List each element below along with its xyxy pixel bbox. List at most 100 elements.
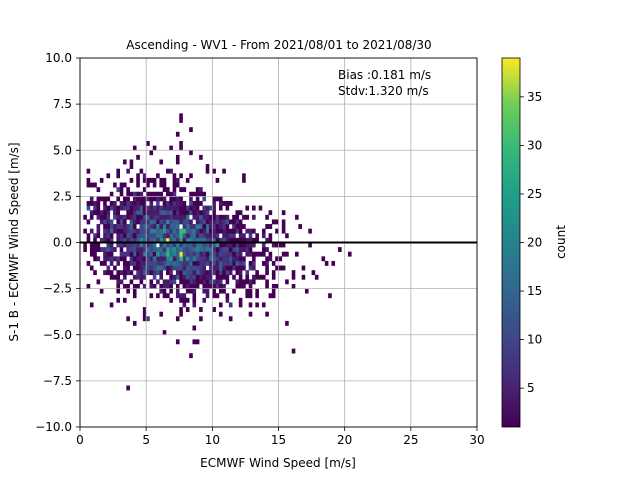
heatmap-cell [132, 260, 137, 266]
heatmap-cell [228, 260, 233, 266]
heatmap-cell [199, 237, 203, 243]
heatmap-cell [139, 274, 144, 280]
heatmap-cell [199, 279, 203, 285]
colorbar-tick-label: 20 [527, 236, 542, 250]
heatmap-cell [242, 224, 246, 229]
heatmap-cell [166, 237, 170, 243]
heatmap-cell [129, 224, 134, 229]
heatmap-cell [166, 210, 170, 216]
heatmap-cell [156, 228, 160, 234]
heatmap-cell [195, 339, 200, 345]
heatmap-cell [116, 214, 120, 220]
heatmap-cell [195, 242, 200, 248]
heatmap-cell [192, 251, 197, 257]
heatmap-cell [242, 177, 246, 183]
heatmap-cell [222, 228, 226, 234]
heatmap-cell [212, 247, 216, 253]
heatmap-cell [238, 251, 243, 257]
heatmap-cell [202, 214, 207, 220]
heatmap-cell [242, 173, 246, 179]
heatmap-cell [195, 205, 200, 211]
heatmap-cell [152, 228, 157, 234]
heatmap-cell [152, 233, 157, 239]
heatmap-cell [139, 237, 144, 243]
heatmap-cell [126, 210, 130, 216]
heatmap-cell [205, 274, 210, 280]
heatmap-cell [182, 233, 187, 239]
heatmap-cell [169, 288, 173, 294]
heatmap-cell [222, 242, 226, 248]
heatmap-cell [132, 237, 137, 243]
heatmap-cell [136, 214, 140, 220]
heatmap-cell [185, 247, 190, 253]
heatmap-cell [156, 251, 160, 257]
heatmap-cell [129, 210, 134, 216]
heatmap-cell [265, 311, 269, 317]
heatmap-cell [218, 242, 223, 248]
heatmap-cell [103, 200, 107, 206]
heatmap-cell [202, 233, 207, 239]
heatmap-cell [189, 237, 193, 243]
heatmap-cell [146, 177, 150, 183]
heatmap-cell [89, 247, 94, 253]
heatmap-cell [129, 270, 134, 276]
heatmap-cell [159, 224, 164, 229]
heatmap-cell [156, 196, 160, 202]
heatmap-cell [109, 228, 114, 234]
heatmap-cell [202, 270, 207, 276]
heatmap-cell [172, 214, 177, 220]
heatmap-cell [142, 316, 147, 322]
heatmap-cell [175, 274, 180, 280]
heatmap-cell [202, 219, 207, 225]
heatmap-cell [116, 187, 120, 193]
heatmap-cell [132, 196, 137, 202]
heatmap-cell [103, 256, 107, 262]
heatmap-cell [136, 210, 140, 216]
heatmap-cell [185, 256, 190, 262]
heatmap-cell [99, 177, 104, 183]
heatmap-cell [218, 270, 223, 276]
plot-area [79, 57, 478, 428]
heatmap-cell [192, 284, 197, 289]
heatmap-cell [278, 265, 283, 271]
heatmap-cell [202, 196, 207, 202]
heatmap-cell [205, 284, 210, 289]
heatmap-cell [96, 256, 101, 262]
heatmap-cell [202, 228, 207, 234]
heatmap-cell [116, 297, 120, 303]
heatmap-cell [139, 214, 144, 220]
heatmap-cell [129, 159, 134, 165]
heatmap-cell [202, 297, 207, 303]
heatmap-cell [146, 242, 150, 248]
heatmap-cell [162, 260, 167, 266]
heatmap-cell [109, 233, 114, 239]
heatmap-cell [172, 228, 177, 234]
heatmap-cell [136, 247, 140, 253]
heatmap-cell [185, 219, 190, 225]
heatmap-cell [116, 210, 120, 216]
heatmap-cell [192, 302, 197, 308]
heatmap-cell [83, 228, 87, 234]
heatmap-cell [311, 270, 316, 276]
heatmap-cell [238, 242, 243, 248]
heatmap-cell [205, 233, 210, 239]
heatmap-cell [252, 228, 256, 234]
heatmap-cell [132, 265, 137, 271]
heatmap-cell [139, 224, 144, 229]
heatmap-cell [301, 265, 306, 271]
heatmap-cell [126, 247, 130, 253]
x-tick-label: 10 [205, 433, 220, 447]
heatmap-cell [162, 279, 167, 285]
heatmap-cell [192, 247, 197, 253]
heatmap-cell [119, 191, 124, 197]
heatmap-cell [179, 311, 183, 317]
heatmap-cell [248, 302, 253, 308]
heatmap-cell [106, 173, 111, 179]
heatmap-cell [202, 224, 207, 229]
heatmap-cell [202, 288, 207, 294]
heatmap-cell [255, 251, 259, 257]
heatmap-cell [195, 237, 200, 243]
heatmap-cell [215, 247, 220, 253]
y-tick-label: 2.5 [53, 189, 72, 203]
heatmap-cell [189, 205, 193, 211]
